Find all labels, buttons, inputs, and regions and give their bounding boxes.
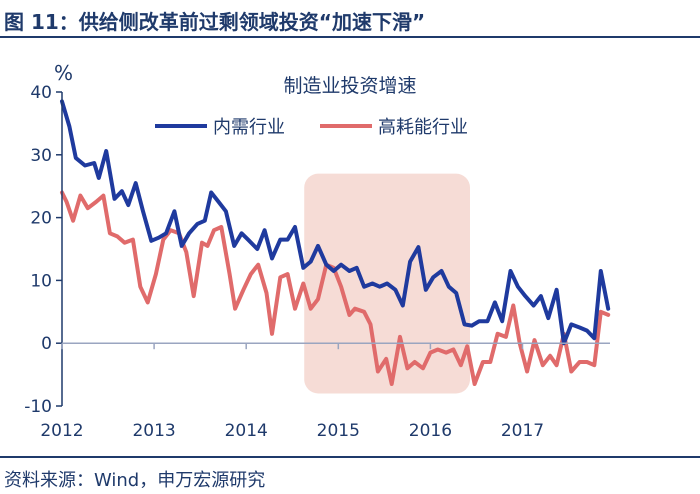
y-tick-label: 20 <box>30 209 52 229</box>
x-tick-label: 2016 <box>409 421 452 441</box>
y-tick-label: 0 <box>41 334 52 354</box>
figure-header: 图 11：供给侧改革前过剩领域投资“加速下滑” <box>0 0 700 38</box>
x-tick-label: 2017 <box>501 421 544 441</box>
legend-label: 内需行业 <box>213 117 285 138</box>
y-tick-label: -10 <box>24 397 52 417</box>
series-layer <box>60 99 611 386</box>
y-tick-label: 10 <box>30 271 52 291</box>
legend: 内需行业 高耗能行业 <box>155 117 468 138</box>
figure-title: 图 11：供给侧改革前过剩领域投资“加速下滑” <box>4 10 426 34</box>
figure-source: 资料来源：Wind，申万宏源研究 <box>4 470 266 491</box>
x-tick-label: 2013 <box>132 421 175 441</box>
figure-footer: 资料来源：Wind，申万宏源研究 <box>0 456 700 494</box>
x-tick-label: 2014 <box>225 421 268 441</box>
y-axis-unit: % <box>54 61 73 85</box>
y-tick-label: 30 <box>30 146 52 166</box>
series-line <box>60 99 611 346</box>
y-tick-label: 40 <box>30 83 52 103</box>
x-tick-label: 2012 <box>40 421 83 441</box>
y-ticks: -10 0 10 20 30 40 <box>24 83 62 417</box>
chart-title: 制造业投资增速 <box>283 75 416 97</box>
x-tick-label: 2015 <box>317 421 360 441</box>
legend-label: 高耗能行业 <box>378 117 468 138</box>
series-line <box>60 190 611 386</box>
x-ticks: 2012 2013 2014 2015 2016 2017 <box>40 343 544 441</box>
